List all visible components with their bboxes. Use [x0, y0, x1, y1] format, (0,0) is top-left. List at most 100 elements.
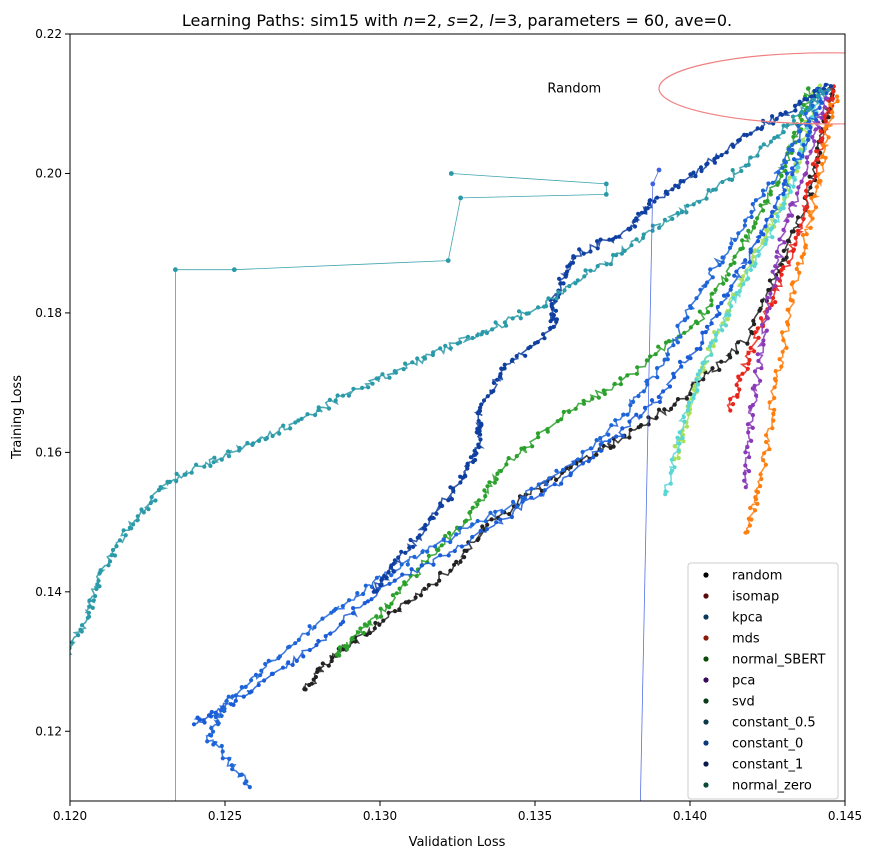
- point-pca: [752, 369, 758, 374]
- point-constant_0.5: [709, 352, 714, 357]
- point-isomap: [795, 228, 801, 233]
- point-random: [377, 622, 382, 627]
- point-constant_1: [478, 437, 483, 442]
- point-pca: [777, 237, 782, 242]
- point-mds: [779, 364, 784, 369]
- point-constant_1: [652, 199, 657, 204]
- point-constant_0: [229, 763, 234, 768]
- point-mds: [759, 476, 764, 482]
- point-normal_zero: [226, 454, 232, 459]
- point-normal_zero: [0, 717, 3, 721]
- point-constant_0.5: [697, 368, 703, 373]
- point-normal_zero: [70, 640, 74, 645]
- point-constant_0: [510, 499, 516, 504]
- point-mds: [771, 418, 776, 423]
- point-constant_1: [382, 573, 387, 579]
- point-normal_zero: [401, 367, 406, 372]
- point-pca: [772, 284, 777, 289]
- point-normal_zero: [65, 646, 69, 650]
- point-random: [627, 435, 632, 440]
- point-normal_zero: [333, 398, 338, 403]
- point-pca: [822, 105, 828, 110]
- point-constant_1: [699, 168, 704, 174]
- point-kpca: [387, 581, 392, 586]
- point-constant_1: [793, 108, 798, 113]
- point-svd: [681, 439, 686, 444]
- point-mds: [794, 266, 799, 272]
- point-kpca: [431, 562, 436, 567]
- point-mds: [835, 99, 840, 104]
- point-pca: [774, 254, 779, 259]
- point-normal_zero: [135, 518, 140, 523]
- point-normal_zero: [340, 393, 346, 398]
- point-constant_0: [219, 743, 224, 749]
- point-normal_SBERT: [779, 173, 784, 178]
- point-mds: [764, 439, 769, 445]
- point-normal_zero: [743, 163, 749, 168]
- point-normal_SBERT: [601, 388, 606, 393]
- point-mds: [823, 155, 828, 160]
- point-normal_zero: [326, 406, 332, 411]
- point-normal_zero: [123, 533, 128, 538]
- point-normal_SBERT: [367, 620, 372, 625]
- point-kpca: [747, 260, 753, 265]
- point-normal_zero: [826, 87, 831, 92]
- point-pca: [759, 366, 764, 371]
- point-constant_1: [502, 366, 507, 371]
- point-random: [688, 392, 693, 397]
- point-constant_1: [655, 195, 660, 200]
- point-normal_zero: [684, 210, 689, 215]
- point-normal_zero: [127, 525, 132, 531]
- point-normal_zero: [768, 139, 774, 144]
- point-normal_SBERT: [334, 652, 339, 657]
- point-constant_1: [434, 511, 439, 516]
- point-normal_zero: [614, 253, 619, 258]
- point-constant_0: [216, 722, 221, 727]
- point-kpca: [620, 433, 626, 438]
- point-normal_zero: [182, 472, 187, 477]
- point-mds: [803, 245, 808, 250]
- point-constant_1: [595, 239, 600, 244]
- point-constant_1: [423, 527, 428, 532]
- point-isomap: [791, 248, 796, 254]
- point-outlier_path: [448, 171, 454, 176]
- point-constant_0: [753, 198, 759, 203]
- point-svd: [672, 444, 677, 449]
- point-random: [751, 318, 756, 323]
- point-random: [781, 248, 786, 253]
- point-kpca: [494, 520, 499, 525]
- point-constant_0: [520, 497, 525, 502]
- point-constant_1: [676, 185, 681, 190]
- point-kpca: [772, 204, 777, 209]
- point-constant_0: [239, 772, 244, 777]
- point-normal_SBERT: [414, 573, 419, 579]
- point-constant_1: [567, 262, 573, 267]
- point-constant_0: [266, 658, 271, 663]
- point-isomap: [758, 316, 764, 321]
- point-constant_0: [761, 193, 766, 198]
- point-normal_zero: [657, 225, 662, 230]
- point-constant_0.5: [713, 332, 719, 337]
- point-normal_SBERT: [791, 134, 796, 139]
- point-constant_1: [553, 308, 559, 313]
- point-pca: [750, 425, 755, 430]
- legend-marker-normal_SBERT: [703, 656, 709, 662]
- point-svd: [787, 175, 792, 180]
- point-normal_zero: [165, 479, 170, 484]
- point-random: [654, 415, 659, 420]
- point-pca: [748, 405, 753, 410]
- point-kpca: [634, 412, 639, 417]
- point-constant_1: [670, 187, 675, 192]
- point-constant_1: [712, 160, 718, 165]
- point-kpca: [729, 284, 734, 289]
- point-constant_1: [778, 111, 783, 116]
- point-mds: [761, 458, 766, 463]
- point-normal_zero: [219, 457, 224, 462]
- point-normal_zero: [31, 693, 35, 697]
- point-constant_0: [547, 476, 552, 481]
- point-kpca: [781, 182, 786, 187]
- series-outlier_path_2: [640, 167, 662, 801]
- point-normal_zero: [608, 262, 614, 267]
- point-constant_1: [798, 101, 803, 106]
- point-constant_1: [408, 537, 413, 543]
